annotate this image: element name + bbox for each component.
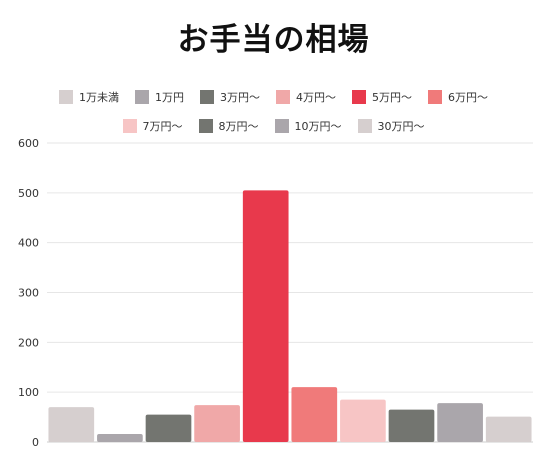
legend-swatch <box>198 119 213 133</box>
legend-label: 6万円〜 <box>448 91 488 104</box>
bar[interactable] <box>388 409 435 442</box>
y-tick-label: 500 <box>18 187 39 200</box>
legend-label: 7万円〜 <box>142 120 183 133</box>
legend-swatch <box>428 90 442 104</box>
legend-label: 1万円 <box>155 91 184 104</box>
legend-swatch <box>276 90 290 104</box>
y-tick-label: 400 <box>18 237 39 250</box>
legend-swatch <box>274 119 289 133</box>
y-tick-label: 600 <box>18 137 39 150</box>
legend-swatch <box>352 90 366 104</box>
legend-item[interactable]: 8万円〜 <box>198 118 259 134</box>
legend-swatch <box>200 90 214 104</box>
bar[interactable] <box>48 407 95 442</box>
legend-row-2: 7万円〜 8万円〜 10万円〜 30万円〜 <box>0 118 547 134</box>
legend-item[interactable]: 10万円〜 <box>274 118 342 134</box>
legend-label: 5万円〜 <box>372 91 412 104</box>
legend-label: 3万円〜 <box>220 91 260 104</box>
legend-swatch <box>59 90 73 104</box>
legend-swatch <box>135 90 149 104</box>
legend-item[interactable]: 3万円〜 <box>200 89 260 105</box>
legend-item[interactable]: 7万円〜 <box>122 118 183 134</box>
y-tick-label: 200 <box>18 336 39 349</box>
bar[interactable] <box>340 399 386 442</box>
legend-item[interactable]: 5万円〜 <box>352 89 412 105</box>
bar[interactable] <box>485 416 532 442</box>
legend-item[interactable]: 4万円〜 <box>276 89 336 105</box>
legend-swatch <box>122 119 137 133</box>
legend-label: 8万円〜 <box>218 120 259 133</box>
bar[interactable] <box>437 403 483 442</box>
legend-item[interactable]: 1万未満 <box>59 89 119 105</box>
legend-item[interactable]: 30万円〜 <box>357 118 425 134</box>
legend-label: 1万未満 <box>79 91 119 104</box>
y-tick-label: 100 <box>18 386 39 399</box>
legend-label: 30万円〜 <box>377 120 425 133</box>
legend-item[interactable]: 1万円 <box>135 89 184 105</box>
legend-item[interactable]: 6万円〜 <box>428 89 488 105</box>
chart-title: お手当の相場 <box>177 22 370 58</box>
bar[interactable] <box>291 387 338 442</box>
bar[interactable] <box>145 414 192 442</box>
bar[interactable] <box>97 434 143 442</box>
legend-label: 10万円〜 <box>294 120 342 133</box>
legend-swatch <box>357 119 372 133</box>
bar[interactable] <box>242 190 289 442</box>
bar[interactable] <box>194 405 240 442</box>
y-tick-label: 0 <box>32 436 39 449</box>
legend-label: 4万円〜 <box>296 91 336 104</box>
legend-row-1: 1万未満 1万円 3万円〜 4万円〜 5万円〜 6万円〜 <box>0 89 547 105</box>
y-tick-label: 300 <box>18 287 39 300</box>
